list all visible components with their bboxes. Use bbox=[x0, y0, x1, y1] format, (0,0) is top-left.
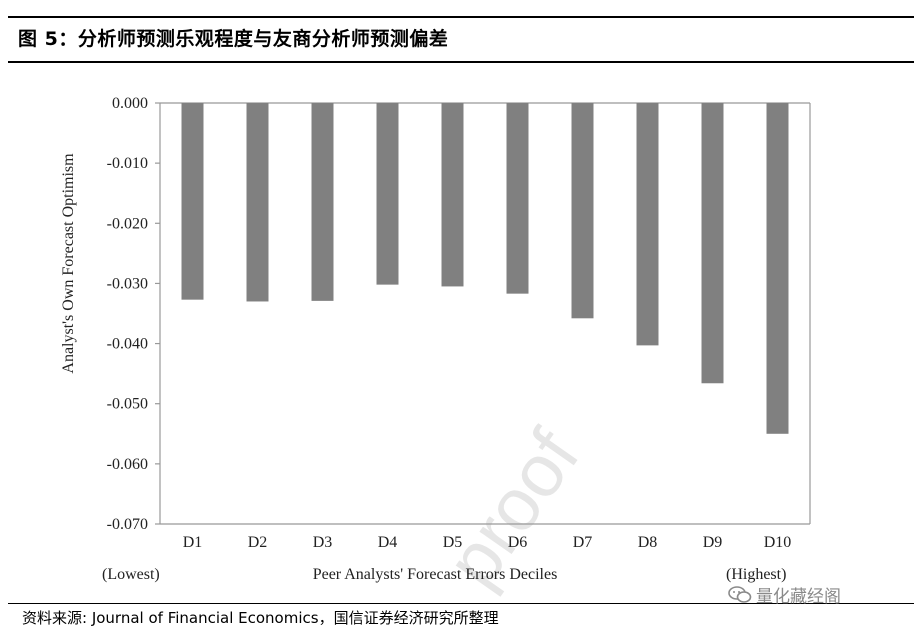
x-tick-label: D6 bbox=[508, 534, 528, 551]
y-tick-label: -0.010 bbox=[107, 155, 148, 172]
x-tick-label: D4 bbox=[378, 534, 398, 551]
x-tick-label: D7 bbox=[573, 534, 593, 551]
brand-name: 量化藏经阁 bbox=[756, 587, 841, 607]
bar-d2 bbox=[246, 103, 269, 302]
y-tick-labels: 0.000 -0.010 -0.020 -0.030 -0.040 -0.050 -0.06… bbox=[107, 95, 160, 533]
y-tick-label: -0.040 bbox=[107, 336, 148, 353]
x-tick-label: D1 bbox=[183, 534, 203, 551]
bar-d3 bbox=[311, 103, 334, 301]
x-tick-label: D3 bbox=[313, 534, 333, 551]
x-tick-labels: D1 D2 D3 D4 D5 D6 D7 D8 D9 D10 bbox=[183, 534, 792, 551]
y-axis-label: Analyst's Own Forecast Optimism bbox=[60, 153, 77, 374]
x-tick-label: D9 bbox=[703, 534, 723, 551]
y-tick-label: 0.000 bbox=[112, 95, 148, 112]
source-rule bbox=[8, 603, 914, 604]
y-tick-label: -0.020 bbox=[107, 215, 148, 232]
title-top-rule bbox=[8, 16, 914, 18]
x-highest-label: (Highest) bbox=[726, 566, 786, 583]
y-tick-label: -0.070 bbox=[107, 516, 148, 533]
x-tick-label: D2 bbox=[248, 534, 268, 551]
x-tick-label: D5 bbox=[443, 534, 463, 551]
x-tick-label: D8 bbox=[638, 534, 658, 551]
bar-d9 bbox=[701, 103, 724, 384]
bar-series bbox=[181, 103, 789, 434]
source-note: 资料来源: Journal of Financial Economics，国信证… bbox=[22, 609, 499, 627]
figure-title: 图 5：分析师预测乐观程度与友商分析师预测偏差 bbox=[18, 28, 449, 50]
bar-d8 bbox=[636, 103, 659, 346]
title-bottom-rule bbox=[8, 61, 914, 63]
bar-d10 bbox=[766, 103, 789, 434]
bar-d6 bbox=[506, 103, 529, 294]
bar-d4 bbox=[376, 103, 399, 285]
y-tick-label: -0.030 bbox=[107, 275, 148, 292]
y-tick-label: -0.050 bbox=[107, 396, 148, 413]
wechat-icon bbox=[728, 585, 752, 603]
x-tick-label: D10 bbox=[764, 534, 792, 551]
brand-watermark: 量化藏经阁 bbox=[728, 582, 841, 607]
x-axis-label: Peer Analysts' Forecast Errors Deciles bbox=[313, 566, 558, 583]
x-lowest-label: (Lowest) bbox=[102, 566, 160, 583]
bar-d5 bbox=[441, 103, 464, 287]
bar-d7 bbox=[571, 103, 594, 319]
y-tick-label: -0.060 bbox=[107, 456, 148, 473]
bar-d1 bbox=[181, 103, 204, 300]
